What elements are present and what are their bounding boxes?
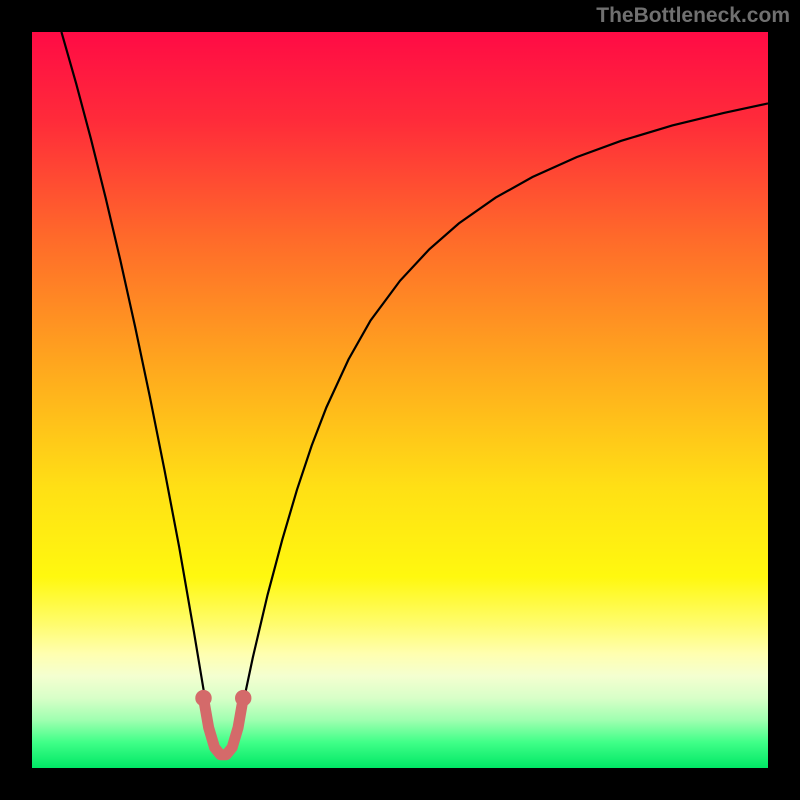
marker-endpoint xyxy=(235,690,251,706)
watermark-text: TheBottleneck.com xyxy=(596,4,790,28)
marker-endpoint xyxy=(195,690,211,706)
bottleneck-curve xyxy=(61,32,768,755)
chart-curve-layer xyxy=(32,32,768,768)
chart-plot-area xyxy=(32,32,768,768)
optimal-range-marker xyxy=(203,698,243,755)
